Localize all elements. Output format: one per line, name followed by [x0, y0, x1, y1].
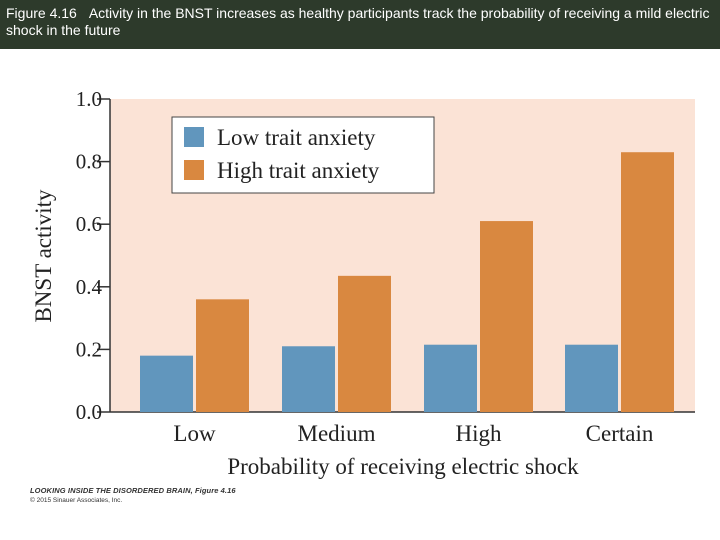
bar-low-low	[140, 355, 193, 412]
x-tick-label: High	[456, 421, 503, 446]
x-tick-label: Medium	[298, 421, 376, 446]
x-tick-label: Certain	[586, 421, 654, 446]
bar-chart: 0.0 0.2 0.4 0.6 0.8 1.0 BNST activity Low Medium…	[31, 87, 695, 479]
legend-swatch	[184, 127, 204, 147]
copyright-notice: © 2015 Sinauer Associates, Inc.	[30, 497, 123, 504]
y-axis-label: BNST activity	[31, 189, 56, 323]
y-tick-label: 0.4	[76, 275, 103, 299]
y-tick-label: 0.8	[76, 150, 102, 174]
y-tick-label: 1.0	[76, 87, 102, 111]
y-tick-label: 0.0	[76, 400, 102, 424]
book-credit: LOOKING INSIDE THE DISORDERED BRAIN, Fig…	[30, 486, 236, 495]
legend-label: Low trait anxiety	[217, 125, 376, 150]
x-tick-label: Low	[173, 421, 216, 446]
y-tick-label: 0.6	[76, 212, 102, 236]
x-axis-label: Probability of receiving electric shock	[227, 454, 579, 479]
legend-label: High trait anxiety	[217, 158, 380, 183]
figure-caption: Figure 4.16 Activity in the BNST increase…	[0, 0, 720, 49]
bar-low-high	[424, 344, 477, 412]
legend-swatch	[184, 160, 204, 180]
bar-low-certain	[565, 344, 618, 412]
credit-line: LOOKING INSIDE THE DISORDERED BRAIN, Fig…	[30, 486, 236, 504]
bar-high-certain	[621, 152, 674, 412]
bar-low-medium	[282, 346, 335, 412]
caption-text: Activity in the BNST increases as health…	[6, 5, 710, 38]
y-tick-label: 0.2	[76, 337, 102, 361]
bar-high-high	[480, 221, 533, 412]
legend-box	[171, 116, 435, 194]
bar-high-medium	[338, 275, 391, 412]
figure-number: Figure 4.16	[6, 5, 77, 21]
bar-high-low	[196, 299, 249, 412]
